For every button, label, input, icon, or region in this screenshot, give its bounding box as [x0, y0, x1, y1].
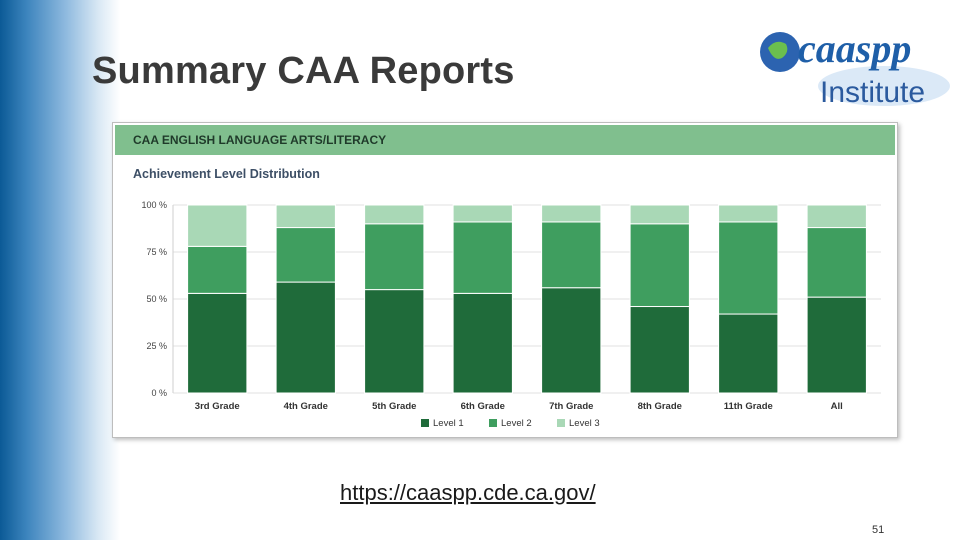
logo-sub-text: Institute: [820, 76, 925, 109]
bar-segment-level-2: [452, 221, 513, 294]
y-tick-label: 100 %: [141, 200, 167, 210]
y-tick-label: 75 %: [146, 247, 167, 257]
legend-label: Level 3: [569, 418, 600, 429]
bar-segment-level-3: [452, 204, 513, 223]
x-category-labels: 3rd Grade 4th Grade 5th Grade 6th Grade 7th …: [195, 401, 843, 412]
x-category-label: All: [831, 401, 843, 412]
legend-label: Level 1: [433, 418, 464, 429]
logo-swoosh: [818, 66, 950, 106]
bar-segment-level-3: [364, 204, 425, 225]
chart-title: Achievement Level Distribution: [133, 167, 320, 181]
legend: Level 1 Level 2 Level 3: [421, 418, 600, 429]
bar-segment-level-3: [541, 204, 602, 223]
bar-segment-level-1: [541, 287, 602, 394]
bar-segment-level-1: [275, 281, 336, 394]
bar-segment-level-3: [275, 204, 336, 229]
y-tick-label: 25 %: [146, 341, 167, 351]
stacked-bar-chart: 0 % 25 % 50 % 75 % 100 % 3rd Grade 4th Grade 5…: [141, 200, 881, 429]
bar-segment-level-1: [718, 313, 779, 394]
y-tick-labels: 0 % 25 % 50 % 75 % 100 %: [141, 200, 167, 398]
bar-segment-level-1: [452, 292, 513, 394]
bar-segment-level-1: [187, 292, 248, 394]
legend-swatch: [421, 419, 429, 427]
slide-title: Summary CAA Reports: [92, 50, 515, 92]
x-category-label: 4th Grade: [284, 401, 328, 412]
chart-panel: CAA ENGLISH LANGUAGE ARTS/LITERACY Achie…: [112, 122, 898, 438]
bar-segment-level-2: [187, 245, 248, 294]
bar-segment-level-1: [629, 306, 690, 394]
caaspp-institute-logo: caaspp Institute: [760, 26, 950, 109]
y-tick-label: 0 %: [151, 388, 167, 398]
logo-brand-text: caaspp: [798, 26, 911, 71]
bar-segment-level-3: [629, 204, 690, 225]
x-category-label: 11th Grade: [724, 401, 773, 412]
bar-segment-level-2: [718, 221, 779, 315]
bar-segment-level-2: [275, 227, 336, 283]
x-category-label: 3rd Grade: [195, 401, 240, 412]
legend-swatch: [557, 419, 565, 427]
bar-segment-level-3: [806, 204, 867, 229]
x-category-label: 6th Grade: [461, 401, 505, 412]
legend-label: Level 2: [501, 418, 532, 429]
bar-segment-level-1: [806, 296, 867, 394]
y-tick-label: 50 %: [146, 294, 167, 304]
x-category-label: 5th Grade: [372, 401, 416, 412]
bar-segment-level-2: [541, 221, 602, 289]
legend-swatch: [489, 419, 497, 427]
bar-segment-level-3: [187, 204, 248, 247]
x-category-label: 7th Grade: [549, 401, 593, 412]
caaspp-url-link[interactable]: https://caaspp.cde.ca.gov/: [340, 480, 596, 505]
x-category-label: 8th Grade: [638, 401, 682, 412]
bar-segment-level-2: [364, 223, 425, 291]
bars: [187, 204, 867, 394]
bar-segment-level-1: [364, 289, 425, 394]
bar-segment-level-2: [629, 223, 690, 308]
slide-number: 51: [872, 524, 885, 536]
left-gradient-band: [0, 0, 120, 540]
chart-header: CAA ENGLISH LANGUAGE ARTS/LITERACY: [115, 125, 895, 155]
bar-segment-level-2: [806, 227, 867, 298]
bar-segment-level-3: [718, 204, 779, 223]
